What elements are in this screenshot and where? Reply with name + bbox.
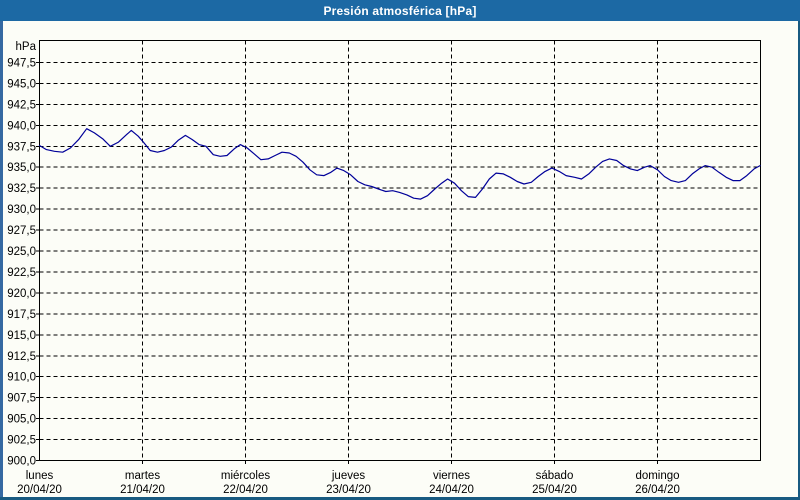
day-date-label: 23/04/20 [326,484,371,496]
day-date-label: 21/04/20 [120,484,165,496]
y-tick-label: 945,0 [7,78,36,90]
day-date-label: 20/04/20 [17,484,62,496]
day-name-label: viernes [433,470,470,482]
y-axis-unit-label: hPa [16,41,37,53]
window-border-right [798,21,800,500]
axis-labels: 947,5 945,0 942,5 940,0 937,5 935,0 932,5 930,0… [7,41,680,496]
gridlines [39,40,761,461]
day-name-label: martes [125,470,160,482]
y-tick-label: 935,0 [7,162,36,174]
y-tick-label: 947,5 [7,58,36,70]
y-tick-label: 915,0 [7,330,36,342]
window-border-bottom [0,497,800,500]
y-tick-label: 920,0 [7,288,36,300]
y-tick-label: 905,0 [7,414,36,426]
y-tick-label: 930,0 [7,204,36,216]
plot-frame [39,40,761,461]
window-title-bar: Presión atmosférica [hPa] [0,0,800,21]
y-tick-label: 937,5 [7,141,36,153]
y-tick-label: 910,0 [7,372,36,384]
y-tick-label: 917,5 [7,309,36,321]
y-tick-label: 942,5 [7,99,36,111]
axis-ticks [36,62,658,464]
pressure-line [38,128,761,200]
day-name-label: sábado [536,470,574,482]
y-tick-label: 932,5 [7,183,36,195]
y-tick-label: 925,0 [7,246,36,258]
y-tick-label: 927,5 [7,225,36,237]
y-tick-label: 900,0 [7,456,36,468]
window-title: Presión atmosférica [hPa] [323,3,477,18]
y-tick-label: 902,5 [7,435,36,447]
day-date-label: 26/04/20 [635,484,680,496]
day-date-label: 24/04/20 [429,484,474,496]
window-border-left [0,21,3,500]
day-name-label: domingo [635,470,679,482]
y-tick-label: 912,5 [7,351,36,363]
day-date-label: 22/04/20 [223,484,268,496]
y-tick-label: 940,0 [7,120,36,132]
y-tick-label: 907,5 [7,393,36,405]
day-name-label: miércoles [221,470,270,482]
y-tick-label: 922,5 [7,267,36,279]
day-name-label: lunes [26,470,54,482]
day-name-label: jueves [331,470,365,482]
day-date-label: 25/04/20 [532,484,577,496]
